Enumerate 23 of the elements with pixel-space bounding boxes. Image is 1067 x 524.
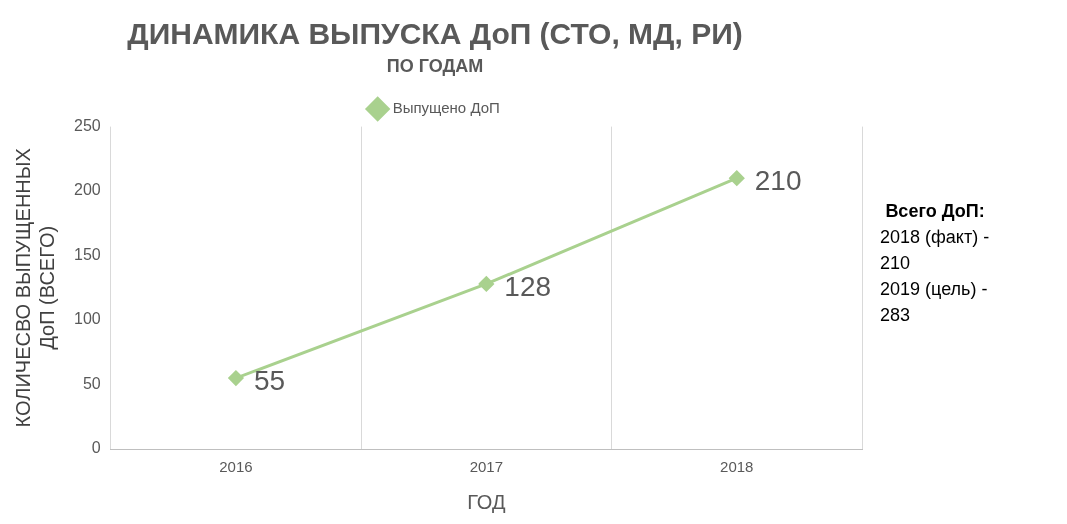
- x-tick-label: 2016: [219, 458, 253, 476]
- data-label: 210: [754, 164, 802, 196]
- y-tick-label: 250: [73, 117, 101, 135]
- x-tick-label: 2017: [469, 458, 504, 476]
- legend-label: Выпущено ДоП: [392, 99, 500, 117]
- y-tick-label: 200: [73, 181, 101, 199]
- text: Всего ДоП:: [884, 200, 986, 223]
- y-tick-label: 100: [73, 310, 101, 328]
- chart-subtitle: ПО ГОДАМ: [386, 55, 484, 76]
- data-label: 55: [253, 364, 286, 396]
- y-tick-label: 0: [91, 439, 101, 457]
- text: 2019 (цель) - 283: [880, 278, 989, 327]
- x-tick-label: 2018: [720, 458, 754, 476]
- y-tick-label: 50: [82, 374, 101, 392]
- y-tick-label: 150: [73, 245, 101, 263]
- chart-title: ДИНАМИКА ВЫПУСКА ДоП (СТО, МД, РИ): [127, 17, 743, 51]
- data-label: 128: [504, 270, 552, 302]
- point: [729, 170, 745, 186]
- text: 2018 (факт) - 210: [880, 226, 990, 275]
- point: [228, 370, 244, 386]
- point: [478, 276, 494, 292]
- y-axis-title: КОЛИЧЕСВО ВЫПУЩЕННЫХ ДоП (ВСЕГО): [11, 148, 58, 428]
- x-axis-title: ГОД: [467, 490, 506, 513]
